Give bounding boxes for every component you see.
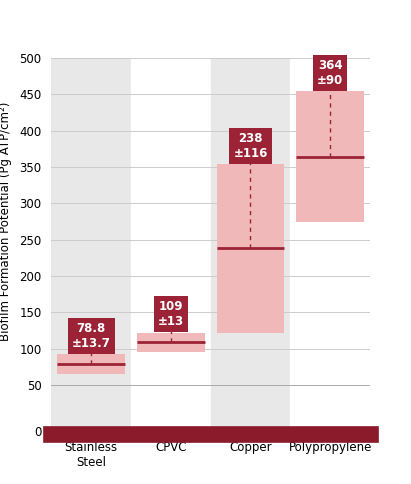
Bar	[58, 354, 125, 374]
Bar	[51, 385, 131, 431]
Bar	[290, 58, 370, 385]
Bar	[131, 385, 211, 431]
Bar	[131, 58, 211, 385]
Text: 78.8
±13.7: 78.8 ±13.7	[72, 322, 111, 350]
Bar	[51, 58, 131, 385]
Bar	[290, 385, 370, 431]
Bar	[210, 385, 290, 431]
Bar	[296, 91, 364, 222]
Text: 364
±90: 364 ±90	[317, 59, 343, 87]
Text: 238
±116: 238 ±116	[233, 132, 268, 160]
Y-axis label: Biofilm Formation Potential (Pg ATP/cm²): Biofilm Formation Potential (Pg ATP/cm²)	[0, 102, 12, 341]
Text: 109
±13: 109 ±13	[158, 301, 184, 328]
Bar	[210, 58, 290, 385]
Bar	[217, 164, 284, 333]
Bar	[137, 333, 205, 351]
